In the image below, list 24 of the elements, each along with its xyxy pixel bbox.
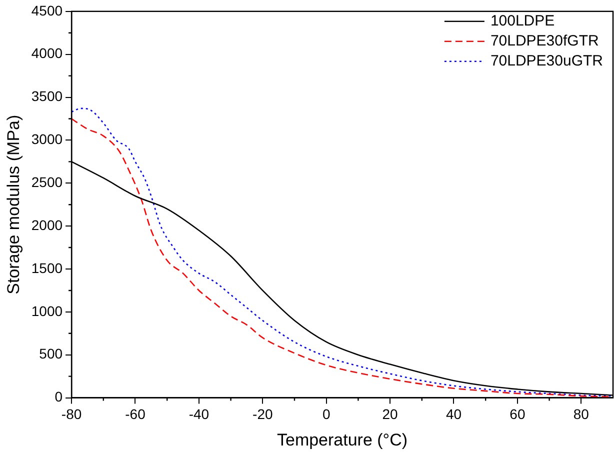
legend-label: 100LDPE bbox=[490, 12, 555, 30]
x-tick-label: -60 bbox=[125, 406, 146, 422]
y-tick-label: 1000 bbox=[31, 302, 63, 319]
x-tick-label: -20 bbox=[252, 406, 273, 422]
x-tick-label: 80 bbox=[573, 406, 590, 422]
y-tick-label: 500 bbox=[39, 346, 63, 362]
y-tick-label: 3000 bbox=[31, 131, 63, 148]
x-tick-label: 40 bbox=[446, 406, 462, 422]
legend-label: 70LDPE30uGTR bbox=[490, 52, 604, 70]
y-tick-label: 3500 bbox=[31, 88, 63, 104]
x-tick-label: -40 bbox=[188, 406, 210, 422]
x-tick-label: 0 bbox=[322, 406, 330, 422]
y-tick-label: 4500 bbox=[31, 2, 63, 18]
y-tick-label: 1500 bbox=[31, 260, 63, 276]
y-tick-label: 0 bbox=[54, 388, 63, 405]
x-tick-label: -80 bbox=[61, 406, 82, 422]
legend-label: 70LDPE30fGTR bbox=[490, 32, 599, 50]
y-tick-label: 4000 bbox=[31, 45, 63, 62]
x-tick-label: 60 bbox=[510, 406, 526, 422]
y-axis-title: Storage modulus (MPa) bbox=[4, 114, 23, 294]
y-tick-label: 2000 bbox=[31, 216, 63, 233]
y-tick-label: 2500 bbox=[31, 174, 63, 190]
x-tick-label: 20 bbox=[382, 406, 398, 422]
x-axis-title: Temperature (°C) bbox=[276, 430, 408, 450]
